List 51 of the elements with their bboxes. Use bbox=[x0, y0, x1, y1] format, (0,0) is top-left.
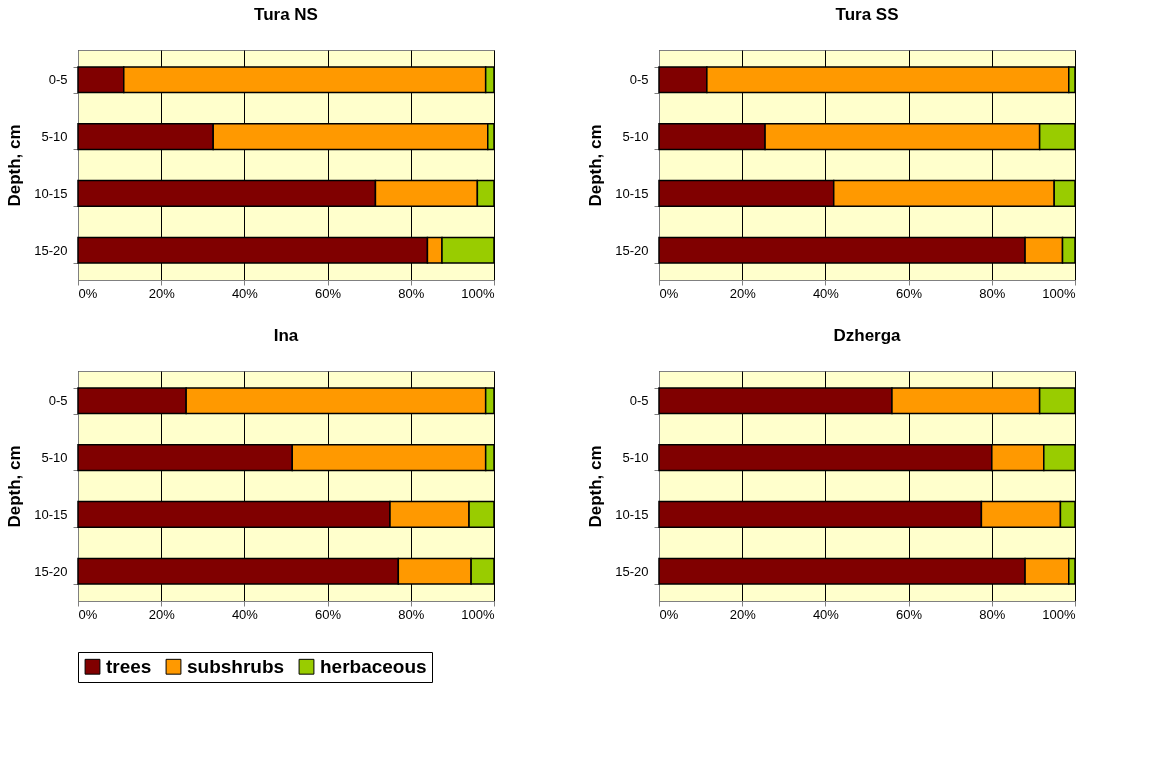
x-tick-label: 60% bbox=[896, 606, 923, 622]
x-tick-label: 0% bbox=[78, 606, 98, 622]
x-tick-label: 40% bbox=[812, 606, 840, 622]
x-tick-label: 20% bbox=[729, 285, 757, 301]
x-tick-label: 100% bbox=[461, 285, 495, 301]
y-tick-label: 15-20 bbox=[615, 563, 649, 579]
x-tick-label: 20% bbox=[148, 285, 176, 301]
y-tick-label: 0-5 bbox=[629, 393, 649, 409]
y-tick-label: 10-15 bbox=[34, 185, 68, 201]
y-tick-label: 10-15 bbox=[615, 506, 649, 522]
legend-label: trees bbox=[106, 655, 152, 677]
x-tick-label: 80% bbox=[398, 285, 425, 301]
x-tick-label: 100% bbox=[461, 606, 495, 622]
x-tick-label: 60% bbox=[315, 606, 342, 622]
y-axis-title: Depth, cm bbox=[586, 445, 606, 528]
chart-title: Dzherga bbox=[833, 326, 902, 345]
x-tick-label: 80% bbox=[979, 285, 1006, 301]
y-tick-label: 5-10 bbox=[41, 129, 68, 145]
chart-title: Tura NS bbox=[254, 5, 318, 24]
x-tick-label: 100% bbox=[1042, 606, 1076, 622]
y-tick-label: 10-15 bbox=[34, 506, 68, 522]
y-tick-label: 15-20 bbox=[615, 242, 649, 258]
x-tick-label: 80% bbox=[398, 606, 425, 622]
x-tick-label: 60% bbox=[896, 285, 923, 301]
x-tick-label: 40% bbox=[231, 285, 259, 301]
x-tick-label: 60% bbox=[315, 285, 342, 301]
chart-title: Ina bbox=[273, 326, 299, 345]
x-tick-label: 20% bbox=[148, 606, 176, 622]
y-axis-title: Depth, cm bbox=[5, 445, 25, 528]
x-tick-label: 40% bbox=[812, 285, 840, 301]
legend-label: herbaceous bbox=[320, 655, 427, 677]
y-tick-label: 15-20 bbox=[34, 563, 68, 579]
legend-label: subshrubs bbox=[187, 655, 285, 677]
x-tick-label: 0% bbox=[78, 285, 98, 301]
y-tick-label: 15-20 bbox=[34, 242, 68, 258]
x-tick-label: 40% bbox=[231, 606, 259, 622]
y-axis-title: Depth, cm bbox=[586, 124, 606, 207]
chart-title: Tura SS bbox=[835, 5, 899, 24]
x-tick-label: 20% bbox=[729, 606, 757, 622]
x-tick-label: 80% bbox=[979, 606, 1006, 622]
y-tick-label: 0-5 bbox=[629, 72, 649, 88]
y-tick-label: 0-5 bbox=[48, 393, 68, 409]
x-tick-label: 0% bbox=[659, 285, 679, 301]
y-axis-title: Depth, cm bbox=[5, 124, 25, 207]
y-tick-label: 10-15 bbox=[615, 185, 649, 201]
y-tick-label: 5-10 bbox=[622, 129, 649, 145]
y-tick-label: 5-10 bbox=[622, 450, 649, 466]
x-tick-label: 0% bbox=[659, 606, 679, 622]
y-tick-label: 5-10 bbox=[41, 450, 68, 466]
x-tick-label: 100% bbox=[1042, 285, 1076, 301]
y-tick-label: 0-5 bbox=[48, 72, 68, 88]
